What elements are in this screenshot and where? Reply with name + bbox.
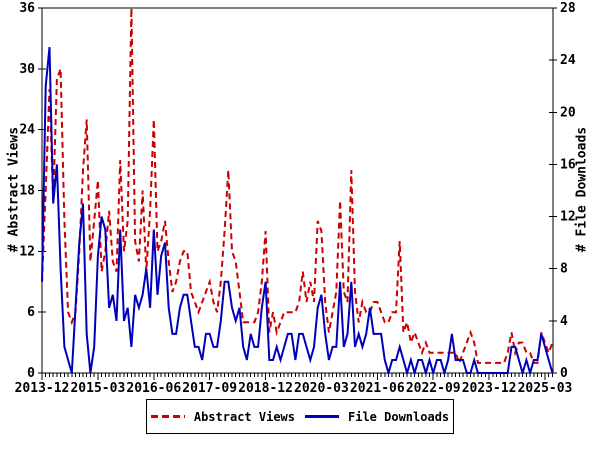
x-tick-label: 2016-06 [126, 381, 181, 396]
x-tick-label: 2025-03 [518, 381, 573, 396]
right-axis-tick-label: 16 [560, 157, 576, 172]
left-axis-tick-label: 12 [19, 244, 35, 259]
x-tick-label: 2020-03 [294, 381, 349, 396]
x-tick-label: 2013-12 [15, 381, 70, 396]
left-axis-tick-label: 36 [19, 1, 35, 16]
file-downloads-solid-line-icon [305, 415, 339, 418]
right-axis-tick-label: 28 [560, 1, 576, 16]
x-tick-label: 2023-12 [462, 381, 517, 396]
right-axis-tick-label: 20 [560, 105, 576, 120]
legend-label-abstract-views: Abstract Views [193, 409, 295, 424]
y-axis-label-left: # Abstract Views [6, 126, 22, 253]
left-axis-tick-label: 24 [19, 123, 35, 138]
x-tick-label: 2022-09 [406, 381, 461, 396]
x-tick-label: 2017-09 [182, 381, 237, 396]
right-axis-tick-label: 0 [560, 366, 568, 381]
right-axis-tick-label: 12 [560, 210, 576, 225]
x-tick-label: 2018-12 [238, 381, 293, 396]
left-axis-tick-label: 6 [27, 305, 35, 320]
left-axis-tick-label: 0 [27, 366, 35, 381]
abstract-views-dashed-line-icon [150, 415, 185, 418]
legend-label-file-downloads: File Downloads [348, 409, 450, 424]
abstract-views-line [41, 7, 554, 366]
y-axis-label-right: # File Downloads [574, 126, 590, 253]
right-axis-tick-label: 8 [560, 262, 568, 277]
left-axis-tick-label: 18 [19, 184, 35, 199]
x-tick-label: 2015-03 [70, 381, 125, 396]
x-tick-label: 2021-06 [350, 381, 405, 396]
right-axis-tick-label: 4 [560, 314, 568, 329]
legend-item-file-downloads: File Downloads [305, 410, 449, 424]
legend-item-abstract-views: Abstract Views [150, 409, 295, 424]
legend: Abstract Views File Downloads [146, 399, 454, 434]
file-downloads-line [41, 47, 554, 377]
right-axis-tick-label: 24 [560, 53, 576, 68]
left-axis-tick-label: 30 [19, 62, 35, 77]
